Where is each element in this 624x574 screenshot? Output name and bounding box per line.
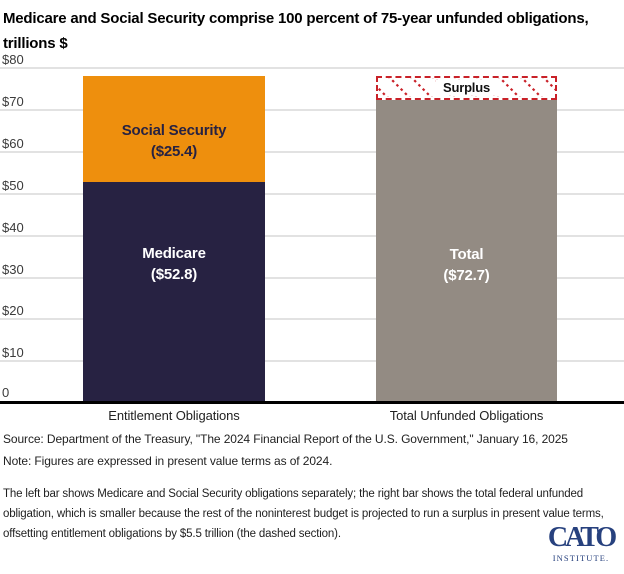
ytick-0: 0 <box>2 386 38 400</box>
gridline-10 <box>0 360 624 362</box>
ytick-20: $20 <box>2 304 38 318</box>
ytick-50: $50 <box>2 179 38 193</box>
ytick-40: $40 <box>2 221 38 235</box>
gridline-50 <box>0 193 624 195</box>
social-security-label: Social Security ($25.4) <box>83 120 265 162</box>
chart-title-line1: Medicare and Social Security comprise 10… <box>3 10 589 27</box>
gridline-70 <box>0 109 624 111</box>
x-category-entitlement: Entitlement Obligations <box>108 408 240 423</box>
surplus-label: Surplus <box>378 78 555 97</box>
note-line: Note: Figures are expressed in present v… <box>3 454 333 468</box>
medicare-value: ($52.8) <box>150 266 198 283</box>
social-security-value: ($25.4) <box>150 143 198 160</box>
x-category-total-unfunded: Total Unfunded Obligations <box>389 408 544 423</box>
medicare-name: Medicare <box>142 245 206 262</box>
ytick-10: $10 <box>2 346 38 360</box>
total-value: ($72.7) <box>443 267 490 284</box>
ytick-70: $70 <box>2 95 38 109</box>
bar-segment-medicare <box>83 182 265 402</box>
bar-segment-surplus: Surplus <box>376 76 557 100</box>
cato-logo-wordmark: CATO <box>547 522 617 553</box>
ytick-60: $60 <box>2 137 38 151</box>
social-security-name: Social Security <box>121 122 227 139</box>
cato-institute-logo: CATO INSTITUTE. <box>546 522 617 564</box>
medicare-label: Medicare ($52.8) <box>83 243 265 285</box>
description-paragraph: The left bar shows Medicare and Social S… <box>3 488 604 540</box>
cato-logo-subtext: INSTITUTE. <box>552 553 610 563</box>
bar-segment-total <box>376 99 557 402</box>
gridline-40 <box>0 235 624 237</box>
ytick-80: $80 <box>2 53 38 67</box>
bar-segment-social-security <box>83 76 265 182</box>
gridline-80 <box>0 67 624 69</box>
gridline-20 <box>0 318 624 320</box>
gridline-60 <box>0 151 624 153</box>
gridline-30 <box>0 277 624 279</box>
source-line: Source: Department of the Treasury, "The… <box>3 432 568 446</box>
chart-title-line2: trillions $ <box>3 35 68 52</box>
ytick-30: $30 <box>2 263 38 277</box>
chart-title: Medicare and Social Security comprise 10… <box>3 6 621 56</box>
x-axis-line <box>0 401 624 404</box>
total-label: Total ($72.7) <box>376 244 557 286</box>
total-name: Total <box>449 246 484 263</box>
